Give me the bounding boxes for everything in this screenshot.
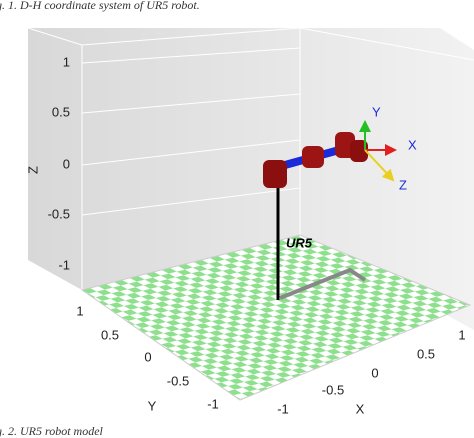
- axis-label: X: [356, 401, 365, 416]
- tick-label: -1: [207, 396, 219, 411]
- tick-label: 1: [63, 54, 70, 69]
- tick-label: -0.5: [322, 382, 344, 397]
- robot-label: UR5: [286, 235, 313, 250]
- tick-label: 0.5: [101, 327, 119, 342]
- axes-box: [28, 28, 474, 330]
- tick-label: -1: [277, 401, 289, 416]
- axis-label: Y: [148, 398, 157, 413]
- caption: g. 2. UR5 robot model: [0, 424, 104, 438]
- tick-label: 0.5: [52, 104, 70, 119]
- axis-label: Z: [25, 166, 40, 174]
- tick-label: -0.5: [167, 373, 189, 388]
- floor: [80, 234, 472, 401]
- frame-label: X: [408, 137, 417, 152]
- box-edges: [27, 27, 474, 290]
- robot: [263, 120, 397, 300]
- frame-label: Z: [399, 177, 407, 192]
- tick-label: -0.5: [48, 206, 70, 221]
- frame-label: Y: [372, 104, 381, 119]
- tick-label: 1: [458, 327, 465, 342]
- tick-label: 0: [63, 156, 70, 171]
- tick-label: -1: [58, 257, 70, 272]
- tick-label: 0: [144, 349, 151, 364]
- tick-label: 0: [371, 365, 378, 380]
- tick-label: 0.5: [417, 346, 435, 361]
- caption: g. 1. D-H coordinate system of UR5 robot…: [0, 0, 200, 12]
- tick-label: 1: [76, 303, 83, 318]
